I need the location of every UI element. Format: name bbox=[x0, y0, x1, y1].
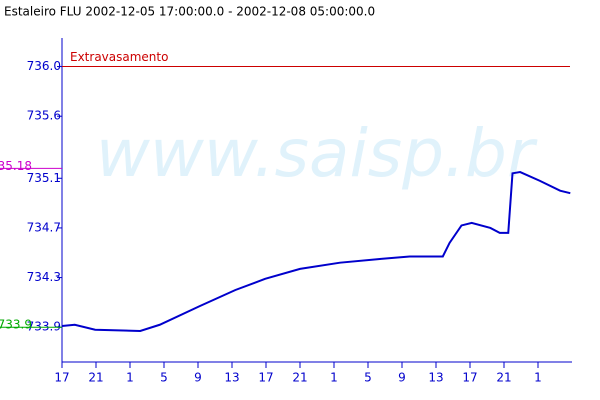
x-tick-label: 5 bbox=[364, 371, 372, 385]
y-tick-label: 734.7 bbox=[27, 220, 61, 234]
max-label: 735.18 bbox=[0, 159, 32, 173]
x-tick-label: 21 bbox=[292, 371, 307, 385]
x-tick-label: 13 bbox=[428, 371, 443, 385]
x-tick-label: 21 bbox=[88, 371, 103, 385]
y-tick-label: 735.6 bbox=[27, 109, 61, 123]
data-line bbox=[61, 171, 571, 332]
x-tick-label: 17 bbox=[258, 371, 273, 385]
x-tick-label: 17 bbox=[462, 371, 477, 385]
watermark: www.saisp.br bbox=[96, 115, 538, 192]
y-tick-label: 735.1 bbox=[27, 171, 61, 185]
y-tick-label: 734.3 bbox=[27, 270, 61, 284]
x-tick-label: 1 bbox=[534, 371, 542, 385]
x-tick-label: 1 bbox=[330, 371, 338, 385]
x-tick-label: 5 bbox=[160, 371, 168, 385]
y-tick-label: 736.0 bbox=[27, 59, 61, 73]
threshold-label: Extravasamento bbox=[70, 50, 168, 64]
x-tick-label: 13 bbox=[224, 371, 239, 385]
chart-title: Estaleiro FLU 2002-12-05 17:00:00.0 - 20… bbox=[4, 5, 375, 19]
x-tick-label: 9 bbox=[398, 371, 406, 385]
min-label: 733.9 bbox=[0, 318, 32, 332]
x-tick-label: 17 bbox=[54, 371, 69, 385]
x-tick-label: 21 bbox=[496, 371, 511, 385]
x-tick-label: 9 bbox=[194, 371, 202, 385]
x-tick-label: 1 bbox=[126, 371, 134, 385]
